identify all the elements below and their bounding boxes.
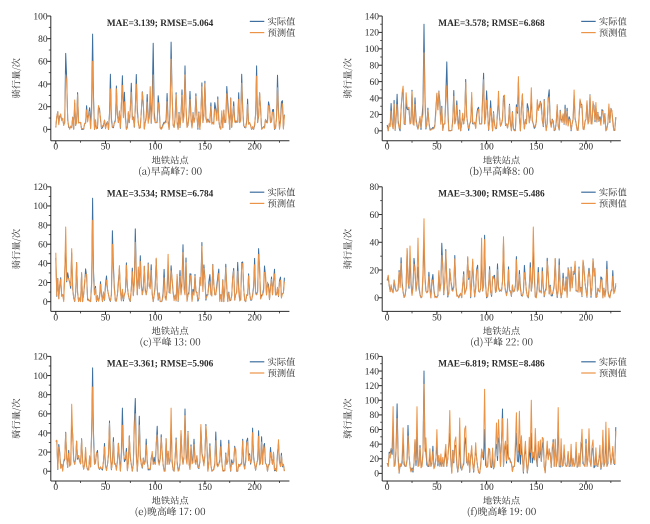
- svg-text:150: 150: [198, 143, 213, 153]
- svg-text:80: 80: [370, 411, 380, 421]
- svg-text:0: 0: [43, 298, 48, 308]
- svg-text:60: 60: [38, 241, 48, 251]
- svg-text:80: 80: [38, 35, 48, 45]
- svg-text:50: 50: [432, 143, 442, 153]
- svg-text:50: 50: [101, 483, 111, 493]
- svg-text:40: 40: [370, 440, 380, 450]
- svg-text:0: 0: [43, 126, 48, 136]
- svg-text:150: 150: [529, 313, 544, 323]
- svg-text:40: 40: [370, 239, 380, 249]
- svg-text:0: 0: [374, 470, 379, 480]
- svg-text:120: 120: [33, 353, 48, 363]
- svg-text:200: 200: [247, 313, 262, 323]
- svg-text:100: 100: [479, 483, 494, 493]
- svg-text:40: 40: [370, 94, 380, 104]
- svg-text:120: 120: [365, 29, 380, 39]
- svg-text:MAE=3.300; RMSE=5.486: MAE=3.300; RMSE=5.486: [438, 190, 545, 200]
- svg-text:150: 150: [198, 483, 213, 493]
- svg-text:60: 60: [38, 58, 48, 68]
- svg-text:60: 60: [370, 211, 380, 221]
- svg-text:MAE=3.534; RMSE=6.784: MAE=3.534; RMSE=6.784: [107, 190, 214, 200]
- svg-text:80: 80: [370, 183, 380, 193]
- svg-text:MAE=6.819; RMSE=8.486: MAE=6.819; RMSE=8.486: [438, 359, 545, 369]
- svg-text:0: 0: [53, 313, 58, 323]
- svg-text:150: 150: [529, 483, 544, 493]
- svg-text:80: 80: [38, 221, 48, 231]
- svg-text:80: 80: [38, 391, 48, 401]
- svg-text:0: 0: [53, 143, 58, 153]
- svg-text:60: 60: [38, 410, 48, 420]
- svg-text:20: 20: [370, 266, 380, 276]
- svg-text:200: 200: [247, 483, 262, 493]
- svg-text:200: 200: [579, 143, 594, 153]
- svg-text:0: 0: [385, 483, 390, 493]
- svg-text:20: 20: [38, 103, 48, 113]
- svg-text:100: 100: [365, 45, 380, 55]
- svg-text:120: 120: [33, 183, 48, 193]
- svg-text:MAE=3.578; RMSE=6.868: MAE=3.578; RMSE=6.868: [438, 19, 545, 29]
- svg-text:120: 120: [365, 382, 380, 392]
- svg-text:40: 40: [38, 80, 48, 90]
- svg-text:100: 100: [148, 143, 163, 153]
- svg-text:100: 100: [148, 483, 163, 493]
- svg-text:100: 100: [365, 397, 380, 407]
- svg-text:50: 50: [101, 143, 111, 153]
- svg-text:100: 100: [479, 313, 494, 323]
- svg-text:100: 100: [479, 143, 494, 153]
- svg-text:100: 100: [148, 313, 163, 323]
- svg-text:40: 40: [38, 429, 48, 439]
- svg-text:MAE=3.361; RMSE=5.906: MAE=3.361; RMSE=5.906: [107, 359, 214, 369]
- svg-text:200: 200: [579, 483, 594, 493]
- svg-text:140: 140: [365, 367, 380, 377]
- svg-text:0: 0: [385, 313, 390, 323]
- svg-text:200: 200: [247, 143, 262, 153]
- svg-text:50: 50: [101, 313, 111, 323]
- svg-text:140: 140: [365, 12, 380, 22]
- svg-text:20: 20: [370, 455, 380, 465]
- svg-text:0: 0: [53, 483, 58, 493]
- svg-text:0: 0: [385, 143, 390, 153]
- svg-text:200: 200: [579, 313, 594, 323]
- svg-text:20: 20: [370, 111, 380, 121]
- svg-text:0: 0: [374, 294, 379, 304]
- svg-text:0: 0: [43, 468, 48, 478]
- svg-text:80: 80: [370, 62, 380, 72]
- svg-text:150: 150: [198, 313, 213, 323]
- svg-text:150: 150: [529, 143, 544, 153]
- svg-text:40: 40: [38, 260, 48, 270]
- svg-text:100: 100: [33, 12, 48, 22]
- svg-text:160: 160: [365, 353, 380, 363]
- svg-text:20: 20: [38, 279, 48, 289]
- svg-text:50: 50: [432, 483, 442, 493]
- svg-text:20: 20: [38, 448, 48, 458]
- svg-text:60: 60: [370, 426, 380, 436]
- svg-text:50: 50: [432, 313, 442, 323]
- svg-text:100: 100: [33, 372, 48, 382]
- svg-text:MAE=3.139; RMSE=5.064: MAE=3.139; RMSE=5.064: [107, 19, 214, 29]
- svg-text:0: 0: [374, 127, 379, 137]
- svg-text:100: 100: [33, 202, 48, 212]
- svg-text:60: 60: [370, 78, 380, 88]
